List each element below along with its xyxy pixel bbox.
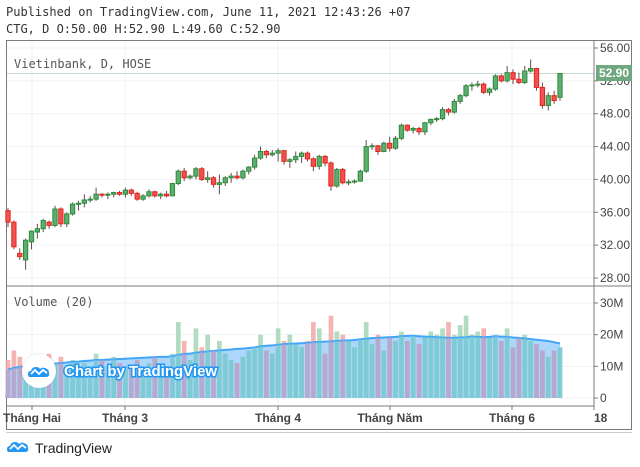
- price-tick-label: 40.00: [600, 172, 630, 186]
- symbol-legend: Vietinbank, D, HOSE: [14, 57, 152, 71]
- time-tick-label: Tháng 3: [102, 411, 148, 425]
- footer-divider: [6, 432, 632, 433]
- tradingview-logo-icon: [22, 354, 56, 388]
- time-tick-label: Tháng Năm: [357, 411, 422, 425]
- volume-tick-label: 0: [600, 391, 607, 405]
- volume-tick-label: 20M: [600, 328, 623, 342]
- volume-legend: Volume (20): [14, 295, 94, 309]
- time-tick-label: Tháng Hai: [3, 411, 61, 425]
- time-tick-label: Tháng 4: [255, 411, 301, 425]
- time-tick-label: Tháng 6: [489, 411, 535, 425]
- chart-frame: [6, 40, 632, 430]
- published-line: Published on TradingView.com, June 11, 2…: [6, 5, 411, 19]
- ohlc-line: CTG, D O:50.00 H:52.90 L:49.60 C:52.90: [6, 22, 281, 36]
- footer-brand-text: TradingView: [35, 440, 113, 456]
- price-tick-label: 48.00: [600, 107, 630, 121]
- footer-brand[interactable]: TradingView: [6, 438, 112, 458]
- candles: [5, 59, 563, 270]
- price-tick-label: 36.00: [600, 205, 630, 219]
- volume-tick-label: 30M: [600, 296, 623, 310]
- time-tick-label: 18: [594, 411, 608, 425]
- tradingview-logo-icon: [6, 438, 30, 458]
- last-price-tag: 52.90: [596, 65, 632, 81]
- tradingview-watermark[interactable]: Chart by TradingView: [22, 352, 219, 390]
- price-tick-label: 44.00: [600, 140, 630, 154]
- price-tick-label: 32.00: [600, 238, 630, 252]
- watermark-text: Chart by TradingView: [62, 361, 218, 381]
- volume-tick-label: 10M: [600, 359, 623, 373]
- price-tick-label: 56.00: [600, 41, 630, 55]
- volume-bars: [5, 315, 563, 398]
- price-tick-label: 28.00: [600, 271, 630, 285]
